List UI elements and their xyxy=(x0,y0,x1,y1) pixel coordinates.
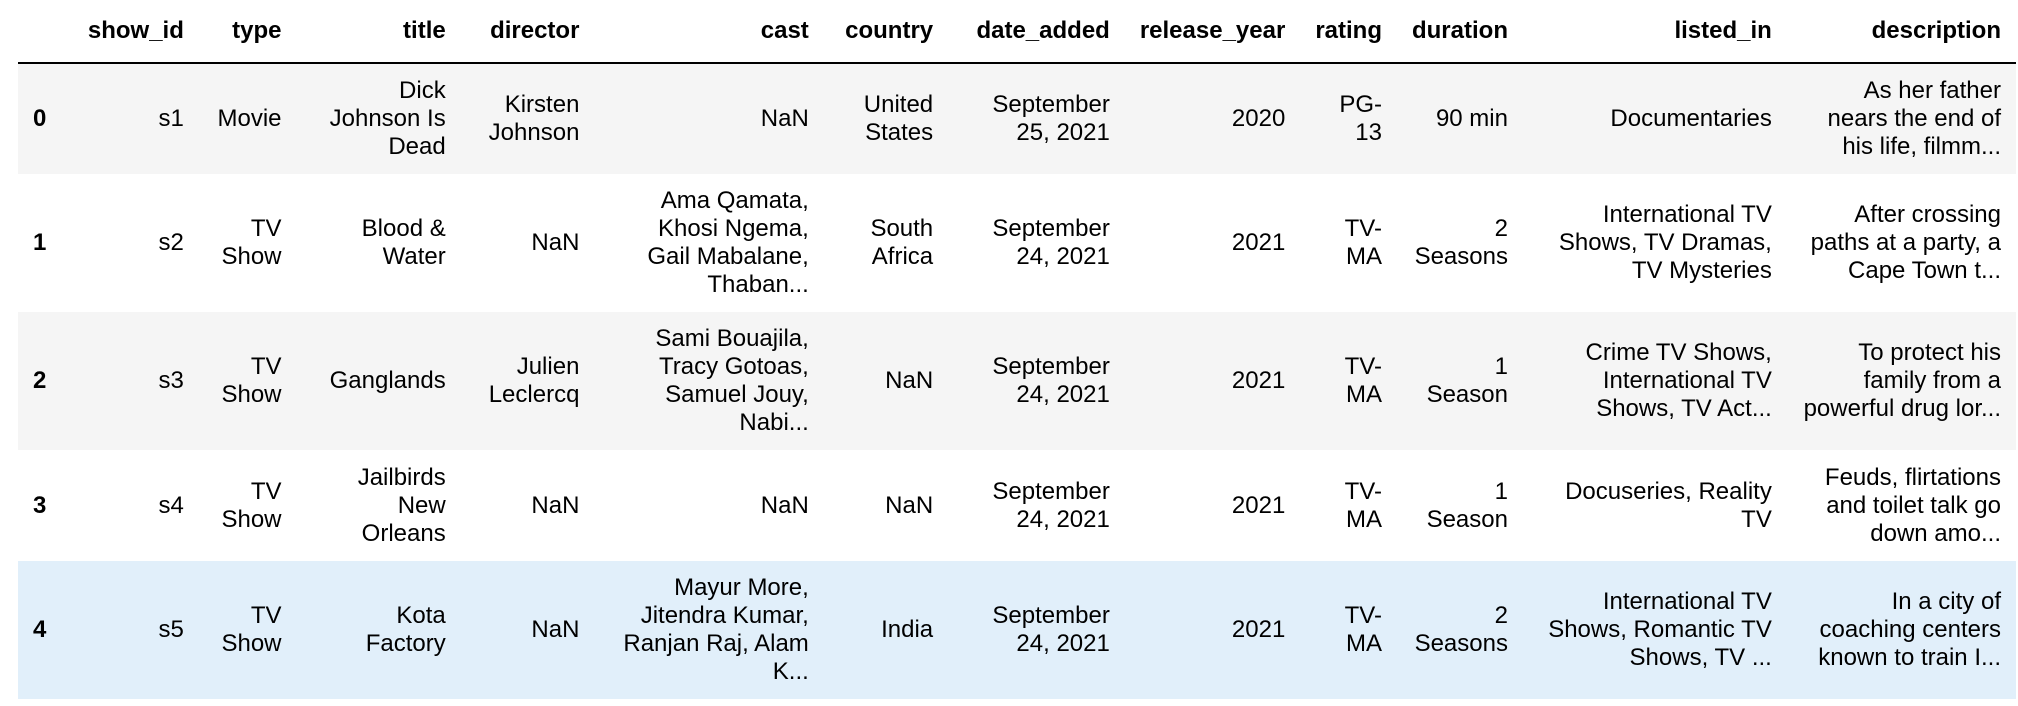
cell-rating: TV-MA xyxy=(1344,602,1382,657)
table-row: 2 s3 TV Show Ganglands Julien Leclercq S… xyxy=(18,312,2016,450)
cell-listed-in: Documentaries xyxy=(1610,105,1772,132)
cell-release-year: 2021 xyxy=(1231,491,1286,519)
cell-director: Kirsten Johnson xyxy=(488,91,580,146)
cell-title: Jailbirds New Orleans xyxy=(357,463,446,547)
cell-date-added: September 24, 2021 xyxy=(992,353,1110,408)
cell-duration: 2 Seasons xyxy=(1414,215,1508,270)
column-header: release_year xyxy=(1124,0,1301,64)
cell-rating: TV-MA xyxy=(1344,215,1382,270)
column-header: rating xyxy=(1300,0,1397,64)
cell-country: NaN xyxy=(885,367,934,394)
cell-description: Feuds, flirtations and toilet talk go do… xyxy=(1824,463,2001,547)
cell-date-added: September 24, 2021 xyxy=(992,477,1110,533)
row-index: 4 xyxy=(33,616,47,643)
cell-director: NaN xyxy=(531,616,580,643)
cell-date-added: September 25, 2021 xyxy=(992,91,1110,146)
cell-director: Julien Leclercq xyxy=(488,353,580,408)
cell-listed-in: Crime TV Shows, International TV Shows, … xyxy=(1585,339,1772,422)
row-index: 0 xyxy=(33,105,47,132)
cell-rating: TV-MA xyxy=(1344,477,1382,533)
cell-listed-in: International TV Shows, Romantic TV Show… xyxy=(1548,588,1772,671)
cell-type: TV Show xyxy=(221,477,282,533)
cell-director: NaN xyxy=(531,491,580,519)
column-header: title xyxy=(296,0,461,64)
index-header xyxy=(18,0,73,64)
column-header: duration xyxy=(1396,0,1523,64)
cell-description: To protect his family from a powerful dr… xyxy=(1803,339,2001,422)
cell-country: South Africa xyxy=(870,215,934,270)
row-index: 3 xyxy=(33,491,47,519)
cell-cast: NaN xyxy=(760,105,809,132)
header-row: show_id type title director cast country… xyxy=(18,0,2016,64)
table-row: 3 s4 TV Show Jailbirds New Orleans NaN N… xyxy=(18,450,2016,561)
cell-type: Movie xyxy=(217,105,282,132)
cell-show-id: s1 xyxy=(158,105,184,132)
column-header: type xyxy=(198,0,297,64)
cell-description: As her father nears the end of his life,… xyxy=(1827,77,2001,160)
cell-country: NaN xyxy=(885,491,934,519)
cell-country: India xyxy=(881,616,934,643)
cell-listed-in: International TV Shows, TV Dramas, TV My… xyxy=(1558,201,1772,284)
cell-title: Kota Factory xyxy=(365,602,446,657)
column-header: director xyxy=(460,0,595,64)
cell-release-year: 2021 xyxy=(1231,616,1286,643)
cell-rating: PG-13 xyxy=(1339,91,1382,146)
cell-duration: 1 Season xyxy=(1426,353,1508,408)
column-header: country xyxy=(823,0,949,64)
column-header: show_id xyxy=(72,0,199,64)
cell-listed-in: Docuseries, Reality TV xyxy=(1565,477,1772,533)
cell-cast: Ama Qamata, Khosi Ngema, Gail Mabalane, … xyxy=(647,187,809,298)
cell-release-year: 2020 xyxy=(1231,105,1286,132)
cell-duration: 90 min xyxy=(1435,105,1508,132)
cell-title: Dick Johnson Is Dead xyxy=(329,77,446,160)
cell-description: In a city of coaching centers known to t… xyxy=(1818,588,2001,671)
dataframe-table: show_id type title director cast country… xyxy=(18,0,2016,699)
cell-date-added: September 24, 2021 xyxy=(992,602,1110,657)
column-header: listed_in xyxy=(1522,0,1787,64)
cell-release-year: 2021 xyxy=(1231,367,1286,394)
cell-title: Ganglands xyxy=(329,367,446,394)
cell-release-year: 2021 xyxy=(1231,229,1286,256)
cell-description: After crossing paths at a party, a Cape … xyxy=(1810,201,2001,284)
cell-rating: TV-MA xyxy=(1344,353,1382,408)
cell-type: TV Show xyxy=(221,602,282,657)
cell-date-added: September 24, 2021 xyxy=(992,215,1110,270)
column-header: date_added xyxy=(948,0,1125,64)
cell-director: NaN xyxy=(531,229,580,256)
cell-type: TV Show xyxy=(221,353,282,408)
column-header: cast xyxy=(594,0,824,64)
cell-country: United States xyxy=(863,91,934,146)
column-header: description xyxy=(1786,0,2016,64)
dataframe-output: show_id type title director cast country… xyxy=(18,0,2016,699)
cell-type: TV Show xyxy=(221,215,282,270)
cell-cast: Mayur More, Jitendra Kumar, Ranjan Raj, … xyxy=(623,574,809,685)
cell-cast: Sami Bouajila, Tracy Gotoas, Samuel Jouy… xyxy=(655,325,809,436)
cell-show-id: s4 xyxy=(158,491,184,519)
row-index: 1 xyxy=(33,229,47,256)
table-row: 4 s5 TV Show Kota Factory NaN Mayur More… xyxy=(18,561,2016,699)
cell-cast: NaN xyxy=(760,491,809,519)
table-row: 1 s2 TV Show Blood & Water NaN Ama Qamat… xyxy=(18,174,2016,312)
cell-duration: 2 Seasons xyxy=(1414,602,1508,657)
cell-show-id: s5 xyxy=(158,616,184,643)
row-index: 2 xyxy=(33,367,47,394)
cell-duration: 1 Season xyxy=(1426,477,1508,533)
cell-show-id: s2 xyxy=(158,229,184,256)
table-row: 0 s1 Movie Dick Johnson Is Dead Kirsten … xyxy=(18,63,2016,174)
cell-show-id: s3 xyxy=(158,367,184,394)
cell-title: Blood & Water xyxy=(361,215,446,270)
